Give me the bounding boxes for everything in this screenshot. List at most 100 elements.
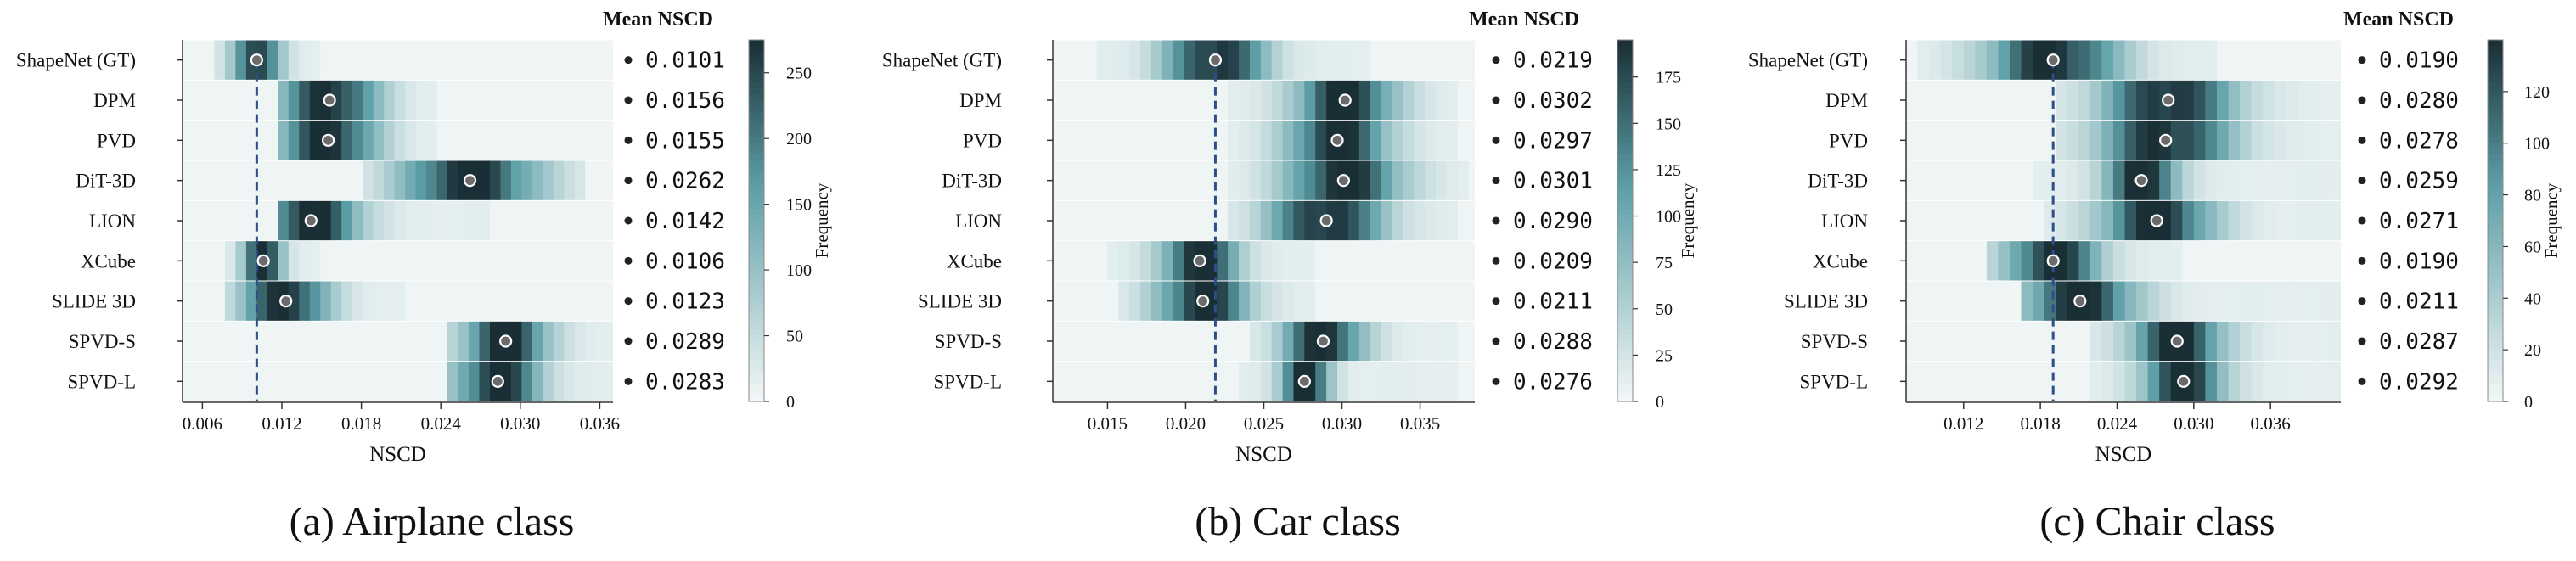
- heatmap-cell: [363, 121, 374, 160]
- heatmap-cell: [2112, 160, 2126, 200]
- heatmap-cell: [256, 200, 268, 241]
- heatmap-cell: [384, 40, 396, 80]
- heatmap-cell: [1326, 40, 1338, 80]
- heatmap-cell: [1085, 80, 1098, 121]
- heatmap-cell: [245, 121, 257, 160]
- heatmap-cell: [1260, 80, 1273, 121]
- heatmap-cell: [2193, 80, 2206, 121]
- colorbar-segment: [1617, 341, 1633, 348]
- heatmap-cell: [1986, 80, 1999, 121]
- heatmap-cell: [1053, 281, 1065, 321]
- colorbar-segment: [1617, 227, 1633, 233]
- colorbar-segment: [749, 93, 764, 101]
- heatmap-cell: [2056, 200, 2068, 241]
- heatmap-cell: [256, 121, 268, 160]
- heatmap-cell: [2182, 321, 2195, 362]
- heatmap-cell: [2216, 121, 2230, 160]
- method-label: SPVD-S: [935, 331, 1002, 352]
- heatmap-cell: [532, 200, 543, 241]
- heatmap-cell: [2089, 121, 2102, 160]
- colorbar-segment: [2488, 93, 2503, 101]
- heatmap-cell: [1129, 362, 1141, 401]
- heatmap-cell: [1118, 241, 1130, 281]
- stat-bullet: [1492, 177, 1500, 185]
- heatmap-cell: [1975, 121, 1988, 160]
- heatmap-cell: [479, 362, 491, 401]
- colorbar-tick-label: 0: [2524, 393, 2533, 412]
- heatmap-cell: [1403, 121, 1415, 160]
- heatmap-cell: [2205, 362, 2218, 401]
- heatmap-cell: [1446, 160, 1459, 200]
- heatmap-cell: [267, 121, 278, 160]
- colorbar-segment: [749, 178, 764, 185]
- heatmap-cell: [2309, 80, 2321, 121]
- stat-bullet: [1492, 56, 1500, 65]
- heatmap-cell: [193, 321, 205, 362]
- heatmap-cell: [585, 40, 597, 80]
- heatmap-cell: [1107, 160, 1119, 200]
- heatmap-cell: [447, 321, 459, 362]
- heatmap-cell: [1271, 121, 1284, 160]
- stat-title: Mean NSCD: [1469, 8, 1579, 31]
- heatmap-cell: [278, 80, 290, 121]
- heatmap-cell: [2274, 121, 2286, 160]
- heatmap-cell: [1282, 362, 1295, 401]
- heatmap-cell: [1940, 200, 1953, 241]
- heatmap-cell: [1249, 321, 1262, 362]
- heatmap-cell: [1425, 321, 1437, 362]
- heatmap-cell: [1085, 321, 1098, 362]
- heatmap-cell: [2320, 80, 2333, 121]
- heatmap-cell: [1239, 40, 1251, 80]
- heatmap-cell: [2044, 362, 2056, 401]
- mean-marker: [463, 174, 477, 188]
- heatmap-cell: [278, 121, 290, 160]
- heatmap-cell: [1425, 121, 1437, 160]
- mean-value: 0.0209: [1513, 249, 1593, 274]
- colorbar-tick-label: 100: [786, 261, 812, 280]
- heatmap-cell: [235, 40, 247, 80]
- heatmap-cell: [1906, 80, 1919, 121]
- heatmap-cell: [521, 40, 533, 80]
- heatmap-cell: [1347, 321, 1360, 362]
- heatmap-cell: [267, 241, 278, 281]
- colorbar-segment: [749, 334, 764, 342]
- colorbar-segment: [749, 328, 764, 336]
- heatmap-cell: [352, 241, 363, 281]
- heatmap-cell: [595, 241, 607, 281]
- heatmap-cell: [309, 362, 321, 401]
- heatmap-cell: [1337, 362, 1349, 401]
- heatmap-cell: [2170, 160, 2183, 200]
- heatmap-cell: [352, 321, 363, 362]
- heatmap-cell: [309, 160, 321, 200]
- heatmap-cell: [373, 241, 385, 281]
- heatmap-cell: [1326, 362, 1338, 401]
- method-label: SPVD-L: [1799, 371, 1868, 392]
- colorbar-segment: [2488, 317, 2503, 324]
- heatmap-cell: [1975, 362, 1988, 401]
- heatmap-cell: [1940, 241, 1953, 281]
- heatmap-cell: [1392, 80, 1403, 121]
- heatmap-cell: [2320, 200, 2333, 241]
- colorbar-segment: [2488, 377, 2503, 384]
- heatmap-cell: [1217, 80, 1229, 121]
- mean-value: 0.0302: [1513, 88, 1593, 114]
- heatmap-cell: [2101, 121, 2114, 160]
- heatmap-cell: [574, 40, 586, 80]
- heatmap-cell: [2067, 80, 2079, 121]
- heatmap-cell: [203, 80, 216, 121]
- heatmap-cell: [1085, 160, 1098, 200]
- heatmap-cell: [405, 80, 417, 121]
- heatmap-cell: [606, 200, 613, 241]
- mean-marker: [499, 334, 513, 348]
- stat-bullet: [624, 256, 633, 265]
- colorbar-segment: [2488, 148, 2503, 155]
- heatmap-cell: [510, 80, 522, 121]
- heatmap-cell: [479, 241, 491, 281]
- heatmap-cell: [1206, 241, 1218, 281]
- heatmap-cell: [436, 40, 448, 80]
- heatmap-cell: [405, 160, 417, 200]
- heatmap-cell: [1085, 362, 1098, 401]
- heatmap-cell: [426, 80, 438, 121]
- heatmap-cell: [1249, 160, 1262, 200]
- heatmap-cell: [278, 241, 290, 281]
